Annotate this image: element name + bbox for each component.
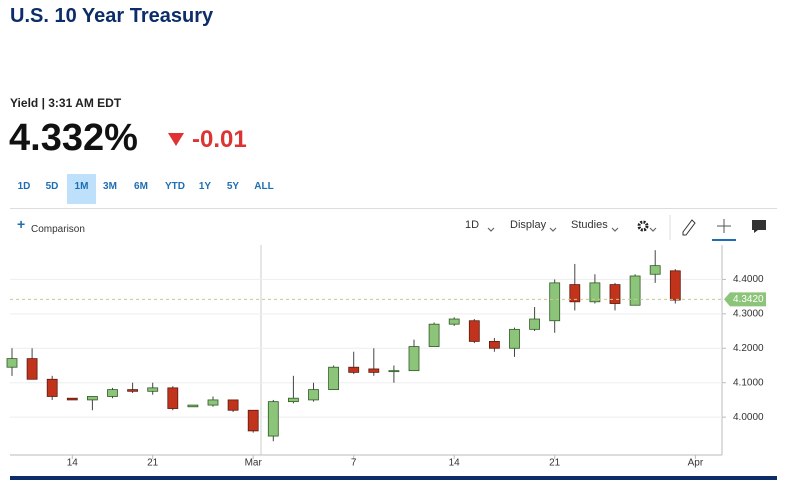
candle-body xyxy=(267,401,279,437)
candle-body xyxy=(87,396,98,401)
divider xyxy=(10,208,777,209)
candle-body xyxy=(328,366,340,390)
pencil-icon[interactable] xyxy=(682,219,696,236)
candle-body xyxy=(549,282,561,322)
chat-icon[interactable] xyxy=(752,220,766,233)
x-tick-label: Mar xyxy=(245,458,263,469)
candle-body xyxy=(589,282,601,303)
plus-icon[interactable]: + xyxy=(17,216,26,232)
interval[interactable]: 1D xyxy=(465,219,480,231)
comparison[interactable]: Comparison xyxy=(31,224,85,235)
candle-body xyxy=(66,397,78,401)
range-button[interactable]: YTD xyxy=(165,181,185,192)
candle-body xyxy=(308,389,319,401)
range-button[interactable]: 5Y xyxy=(226,181,240,192)
candle-body xyxy=(207,399,219,406)
range-button[interactable]: 1D xyxy=(17,181,31,192)
range-button[interactable]: 1M xyxy=(67,174,96,204)
candle-body xyxy=(26,358,38,380)
candle-body xyxy=(569,284,581,303)
candle-body xyxy=(368,368,380,373)
candle-body xyxy=(46,378,58,397)
change: -0.01 xyxy=(192,126,247,153)
candle-body xyxy=(127,389,138,392)
range-button[interactable]: 6M xyxy=(134,181,148,192)
candle-body xyxy=(488,340,500,349)
candle-body xyxy=(227,399,239,411)
y-tick-label: 4.3000 xyxy=(733,308,764,319)
y-tick-label: 4.2000 xyxy=(733,343,764,354)
candle-body xyxy=(649,265,661,275)
range-button[interactable]: 1Y xyxy=(198,181,212,192)
candle-body xyxy=(107,389,118,397)
candle-body xyxy=(609,284,621,304)
y-tick-label: 4.0000 xyxy=(733,412,764,423)
candle-body xyxy=(167,387,179,409)
chevron xyxy=(549,227,557,232)
candle-body xyxy=(408,346,420,372)
x-tick-label: Apr xyxy=(688,458,704,469)
display[interactable]: Display xyxy=(510,219,547,231)
y-tick-label: 4.4000 xyxy=(733,274,764,285)
down-arrow xyxy=(168,133,184,146)
x-tick-label: 21 xyxy=(147,458,159,469)
subtitle: Yield | 3:31 AM EDT xyxy=(10,96,122,110)
title: U.S. 10 Year Treasury xyxy=(10,5,214,27)
x-tick-label: 7 xyxy=(351,458,357,469)
range-button[interactable]: 5D xyxy=(45,181,59,192)
studies[interactable]: Studies xyxy=(571,219,608,231)
candle-body xyxy=(287,397,299,403)
last-price-box xyxy=(724,292,766,307)
range-button[interactable]: ALL xyxy=(254,181,274,192)
candle-body xyxy=(247,409,259,432)
gear-icon[interactable] xyxy=(637,220,649,232)
x-tick-label: 14 xyxy=(449,458,461,469)
last-price-label: 4.3420 xyxy=(733,294,764,305)
candle-body xyxy=(6,358,18,368)
candle-body xyxy=(348,366,360,373)
range-button[interactable]: 3M xyxy=(103,181,117,192)
candle-body xyxy=(187,404,199,408)
x-tick-label: 21 xyxy=(549,458,561,469)
bottom-bar xyxy=(10,476,777,480)
crosshair-icon[interactable] xyxy=(717,219,731,233)
y-tick-label: 4.1000 xyxy=(733,377,764,388)
x-tick-label: 14 xyxy=(67,458,79,469)
chevron xyxy=(611,227,619,232)
candle-body xyxy=(509,328,520,349)
price: 4.332% xyxy=(9,117,138,159)
chevron xyxy=(649,227,657,232)
candle-body xyxy=(448,318,460,325)
candle-body xyxy=(529,318,540,330)
candle-body xyxy=(669,270,681,301)
candle-body xyxy=(147,387,159,392)
candle-body xyxy=(468,320,480,342)
candle-body xyxy=(629,275,641,306)
candle-body xyxy=(428,323,440,347)
chevron xyxy=(487,227,495,232)
candle-body xyxy=(388,370,400,373)
